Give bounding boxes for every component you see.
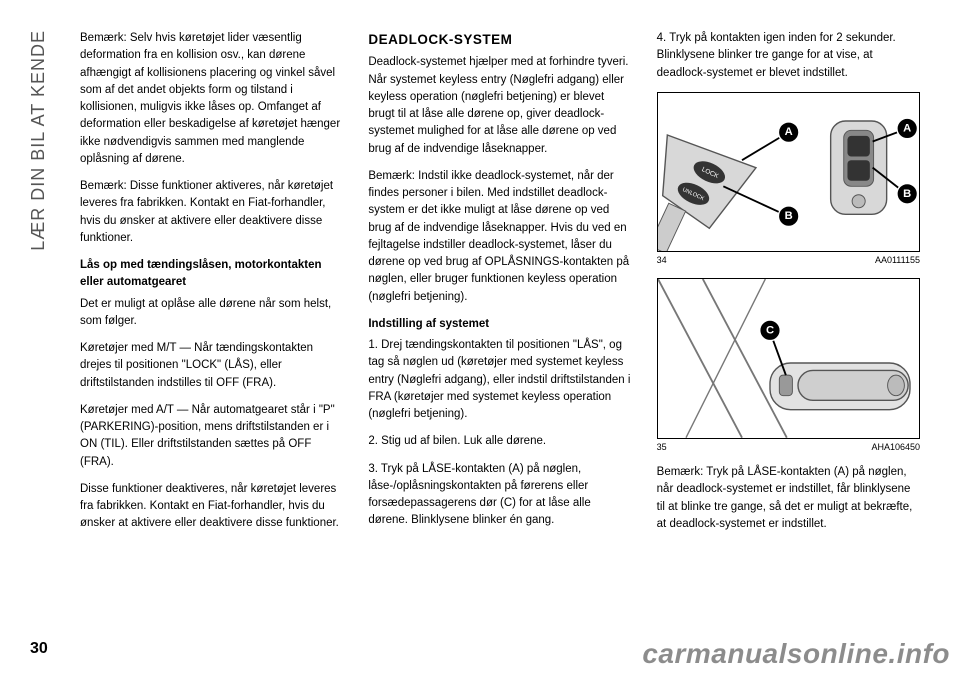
column-1: Bemærk: Selv hvis køretøjet lider væsent… <box>80 30 343 543</box>
figure-34-keyfobs: LOCK UNLOCK A B <box>657 92 920 253</box>
figure-35-caption: 35 AHA106450 <box>657 441 920 455</box>
col1-note2: Bemærk: Disse funktioner aktiveres, når … <box>80 178 343 247</box>
callout-a-left: A <box>784 126 792 138</box>
figure-34-caption: 34 AA0111155 <box>657 254 920 268</box>
col3-p2: Bemærk: Tryk på LÅSE-kontakten (A) på nø… <box>657 464 920 533</box>
column-2: DEADLOCK-SYSTEM Deadlock-systemet hjælpe… <box>368 30 631 543</box>
fig34-code: AA0111155 <box>875 254 920 268</box>
col1-p5: Køretøjer med A/T — Når automatgearet st… <box>80 402 343 471</box>
col2-p5: 3. Tryk på LÅSE-kontakten (A) på nøglen,… <box>368 461 631 530</box>
page-content: Bemærk: Selv hvis køretøjet lider væsent… <box>0 0 960 573</box>
deadlock-heading: DEADLOCK-SYSTEM <box>368 30 631 50</box>
watermark: carmanualsonline.info <box>642 638 950 670</box>
col2-p1: Deadlock-systemet hjælper med at forhind… <box>368 54 631 158</box>
callout-b-right: B <box>903 188 911 200</box>
column-3: 4. Tryk på kontakten igen inden for 2 se… <box>657 30 920 543</box>
col1-p6: Disse funktioner deaktiveres, når køretø… <box>80 481 343 533</box>
callout-a-right: A <box>903 122 911 134</box>
keyfob-illustration: LOCK UNLOCK A B <box>658 93 919 252</box>
col2-p2: Bemærk: Indstil ikke deadlock-systemet, … <box>368 168 631 306</box>
col1-note1: Bemærk: Selv hvis køretøjet lider væsent… <box>80 30 343 168</box>
col1-p3: Det er muligt at oplåse alle dørene når … <box>80 296 343 331</box>
door-handle-illustration: C <box>658 279 919 438</box>
page-number: 30 <box>30 640 48 658</box>
sidebar-section-label: LÆR DIN BIL AT KENDE <box>28 30 49 251</box>
callout-b-left: B <box>784 210 792 222</box>
col2-p4: 2. Stig ud af bilen. Luk alle dørene. <box>368 433 631 450</box>
fig34-number: 34 <box>657 254 667 268</box>
fig35-code: AHA106450 <box>871 441 920 455</box>
col1-subheading: Lås op med tændingslåsen, motorkontakten… <box>80 257 343 292</box>
fig35-number: 35 <box>657 441 667 455</box>
col3-p1: 4. Tryk på kontakten igen inden for 2 se… <box>657 30 920 82</box>
col1-p4: Køretøjer med M/T — Når tændingskontakte… <box>80 340 343 392</box>
figure-35-door-handle: C <box>657 278 920 439</box>
col2-subheading: Indstilling af systemet <box>368 316 631 333</box>
col2-p3: 1. Drej tændingskontakten til positionen… <box>368 337 631 423</box>
callout-c: C <box>766 324 774 336</box>
